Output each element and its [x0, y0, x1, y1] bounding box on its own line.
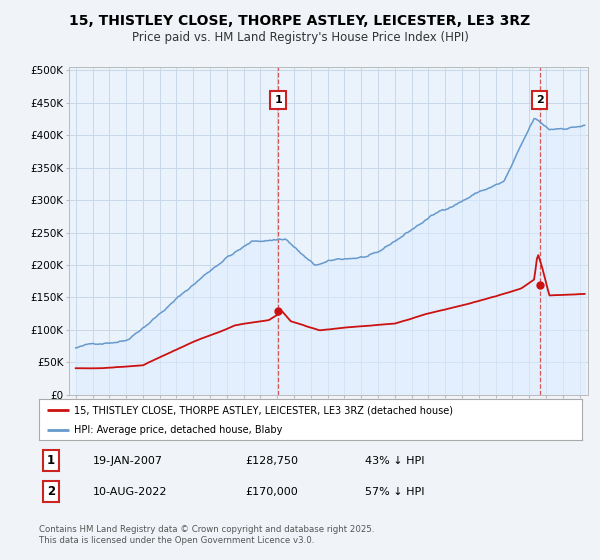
Text: 2: 2	[536, 95, 544, 105]
Text: £170,000: £170,000	[245, 487, 298, 497]
Text: 1: 1	[47, 454, 55, 467]
Text: 15, THISTLEY CLOSE, THORPE ASTLEY, LEICESTER, LE3 3RZ (detached house): 15, THISTLEY CLOSE, THORPE ASTLEY, LEICE…	[74, 405, 453, 415]
Text: 43% ↓ HPI: 43% ↓ HPI	[365, 456, 424, 466]
Text: 57% ↓ HPI: 57% ↓ HPI	[365, 487, 424, 497]
Text: £128,750: £128,750	[245, 456, 298, 466]
Text: 1: 1	[274, 95, 282, 105]
Text: HPI: Average price, detached house, Blaby: HPI: Average price, detached house, Blab…	[74, 424, 283, 435]
Text: 19-JAN-2007: 19-JAN-2007	[94, 456, 163, 466]
Text: 10-AUG-2022: 10-AUG-2022	[94, 487, 168, 497]
Text: 2: 2	[47, 485, 55, 498]
Text: Contains HM Land Registry data © Crown copyright and database right 2025.
This d: Contains HM Land Registry data © Crown c…	[39, 525, 374, 545]
Text: Price paid vs. HM Land Registry's House Price Index (HPI): Price paid vs. HM Land Registry's House …	[131, 31, 469, 44]
Text: 15, THISTLEY CLOSE, THORPE ASTLEY, LEICESTER, LE3 3RZ: 15, THISTLEY CLOSE, THORPE ASTLEY, LEICE…	[70, 14, 530, 28]
